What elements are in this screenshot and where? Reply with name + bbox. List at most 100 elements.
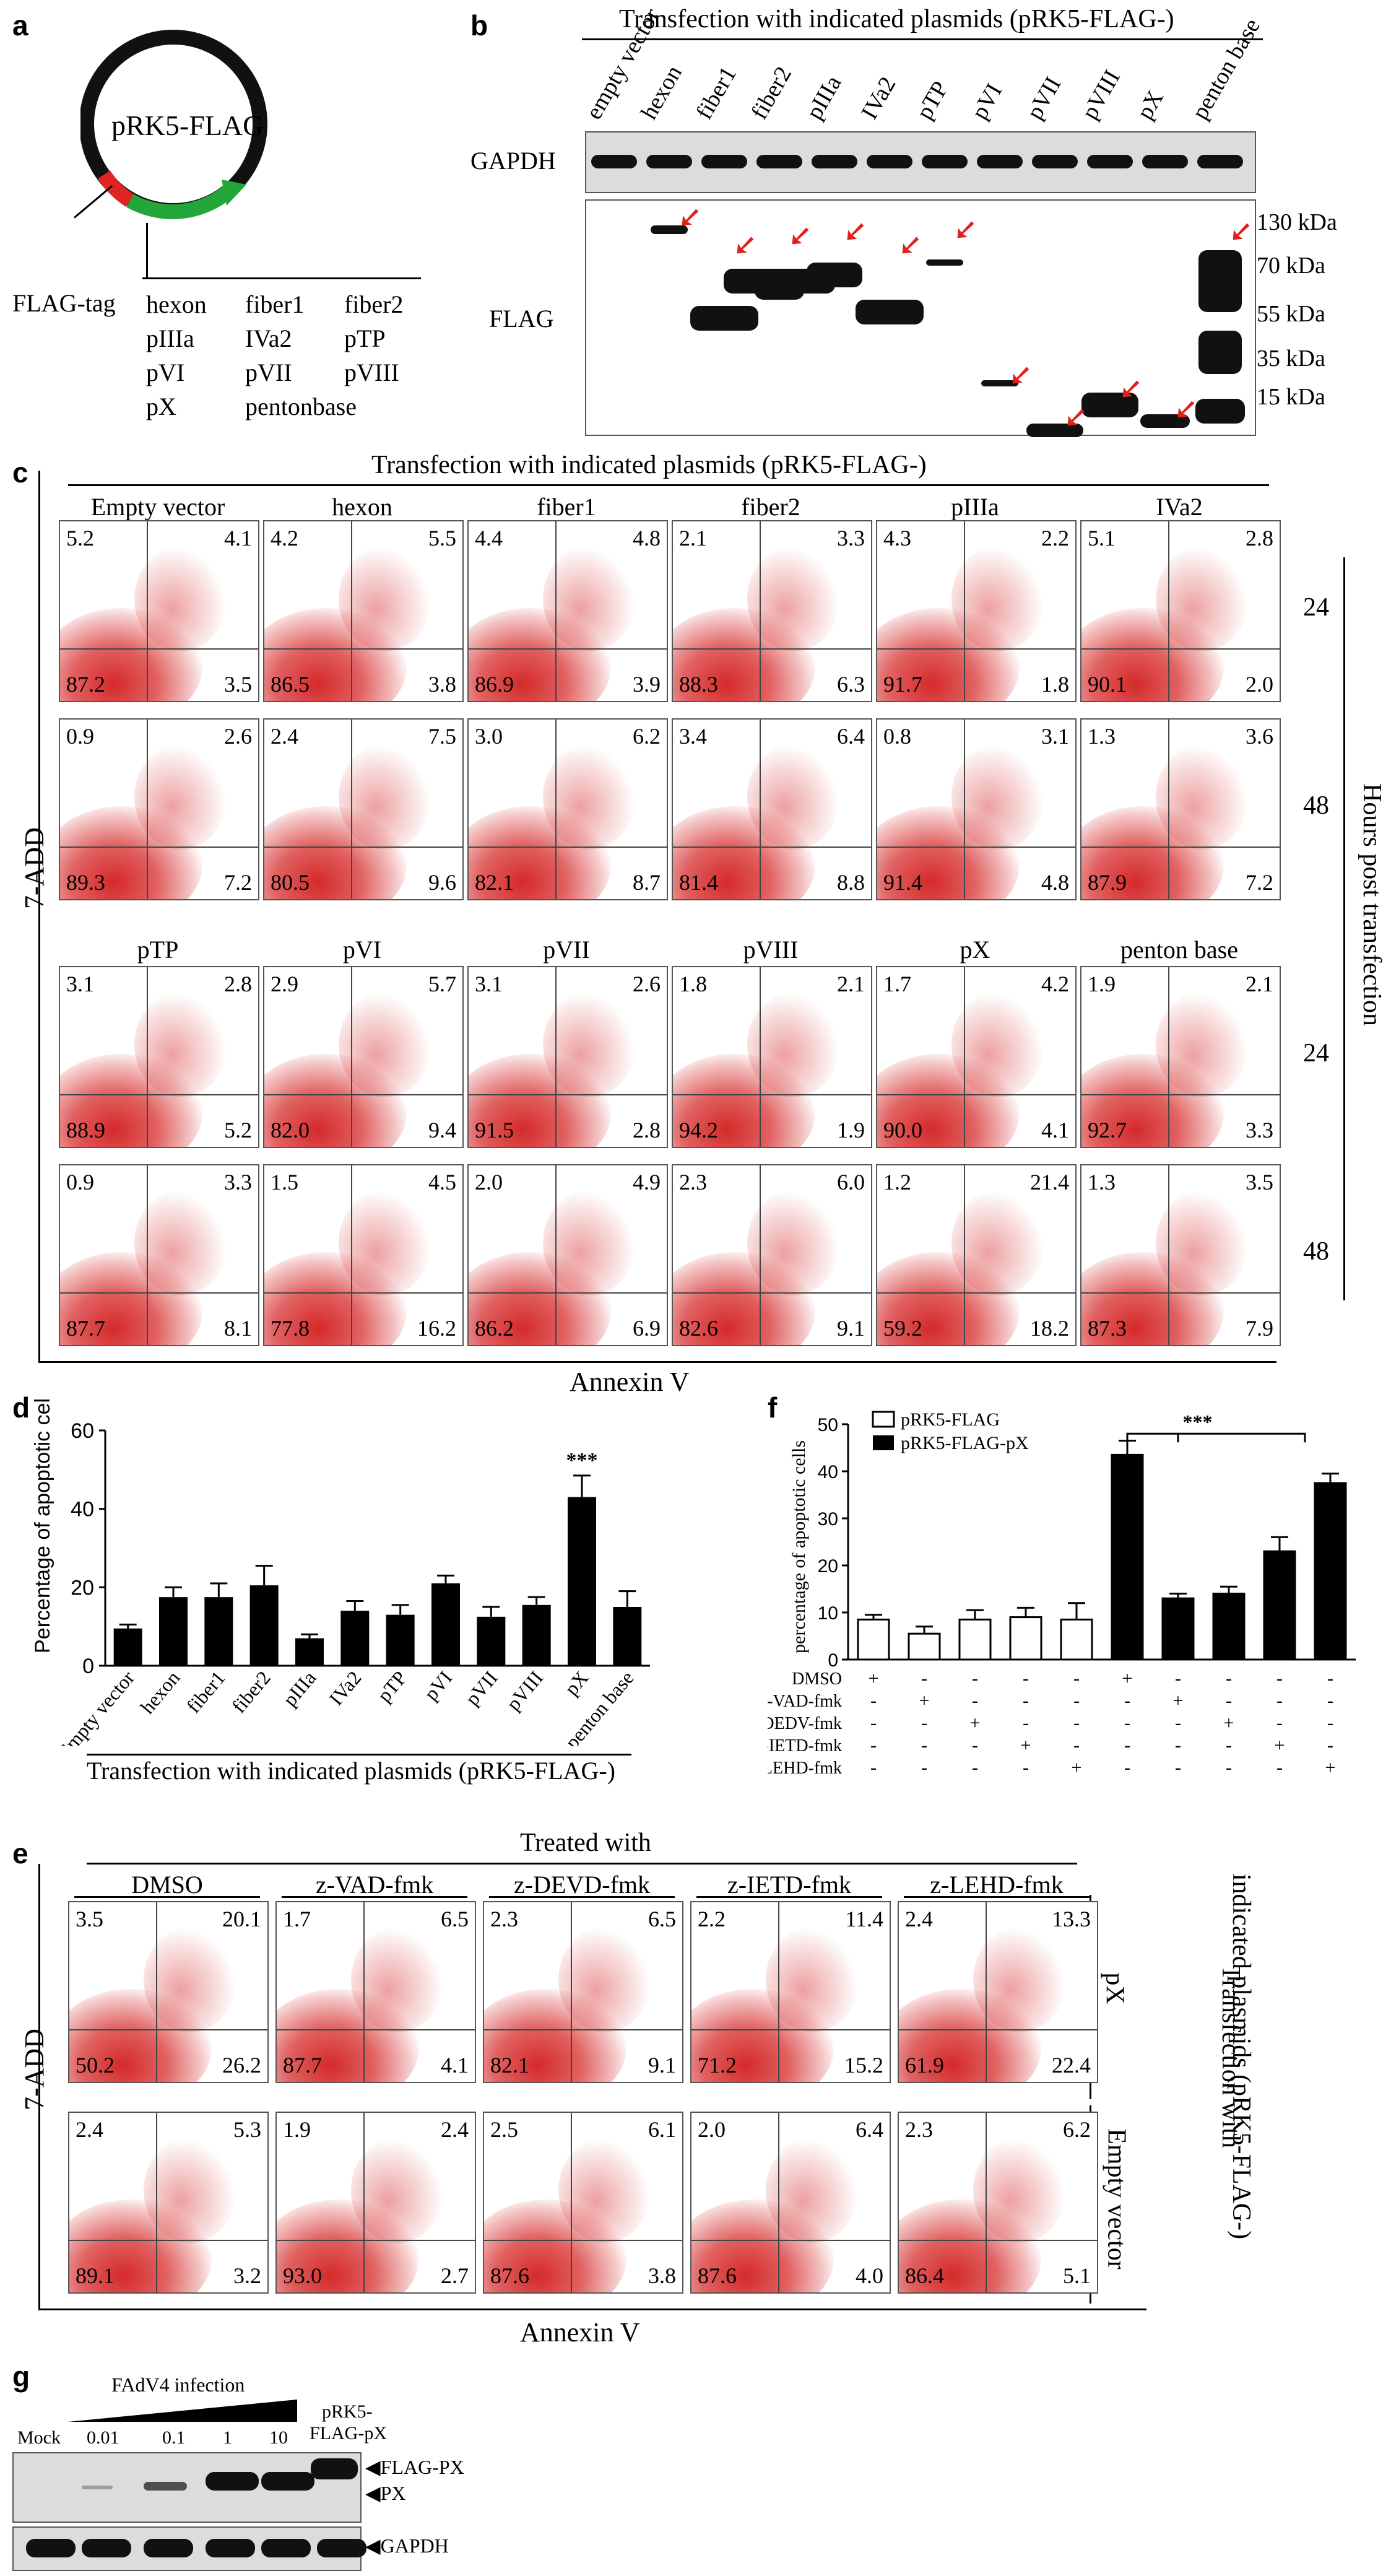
treatment-mark: - bbox=[1124, 1690, 1130, 1711]
chart-f-bar bbox=[958, 1618, 992, 1661]
flag-band bbox=[651, 225, 688, 234]
band-label-flag-px: ◀FLAG-PX bbox=[365, 2457, 464, 2477]
cell-cloud-upper bbox=[351, 2138, 444, 2243]
treatment-mark: - bbox=[1124, 1757, 1130, 1778]
quadrant-value: 6.5 bbox=[441, 1907, 469, 1931]
cell-cloud-upper bbox=[973, 2138, 1066, 2243]
quadrant-value: 5.1 bbox=[1063, 2263, 1091, 2288]
gate-vertical bbox=[351, 521, 352, 701]
quadrant-value: 2.4 bbox=[76, 2117, 103, 2142]
plasmid-map bbox=[80, 30, 267, 219]
quadrant-value: 3.8 bbox=[428, 672, 456, 697]
gate-vertical bbox=[156, 1902, 157, 2082]
chart-d-category-label: IVa2 bbox=[324, 1666, 365, 1709]
quadrant-value: 9.1 bbox=[837, 1316, 865, 1341]
panel-b-title: Transfection with indicated plasmids (pR… bbox=[619, 5, 1174, 33]
quadrant-value: 4.5 bbox=[428, 1170, 456, 1194]
quadrant-value: 82.6 bbox=[679, 1316, 718, 1341]
marker-55: 55 kDa bbox=[1257, 301, 1325, 327]
quadrant-value: 91.4 bbox=[883, 870, 922, 895]
chart-d-ytick-label: 20 bbox=[71, 1576, 94, 1599]
quadrant-value: 92.7 bbox=[1088, 1118, 1127, 1142]
gapdh-band-g bbox=[317, 2539, 366, 2557]
treatment-mark: + bbox=[919, 1690, 930, 1711]
quadrant-value: 61.9 bbox=[905, 2053, 944, 2078]
treatment-mark: - bbox=[1175, 1757, 1181, 1778]
lane-label-b: IVa2 bbox=[856, 72, 901, 124]
band-arrow-icon: ➘ bbox=[677, 200, 703, 235]
chart-d-bar bbox=[159, 1597, 188, 1666]
band-label-px: ◀PX bbox=[365, 2483, 406, 2503]
legend-label: pRK5-FLAG bbox=[901, 1409, 1000, 1430]
band-arrow-icon: ➘ bbox=[1173, 392, 1198, 427]
quadrant-value: 2.1 bbox=[837, 972, 865, 996]
gate-horizontal bbox=[277, 2240, 475, 2241]
gapdh-band bbox=[812, 155, 857, 168]
quadrant-value: 2.2 bbox=[1041, 526, 1069, 550]
quadrant-value: 8.7 bbox=[633, 870, 661, 895]
gapdh-band bbox=[756, 155, 802, 168]
gate-vertical bbox=[147, 521, 148, 701]
gate-vertical bbox=[571, 1902, 572, 2082]
gene-item: pTP bbox=[344, 324, 386, 352]
cell-cloud-upper bbox=[1156, 992, 1249, 1097]
chart-d-bar bbox=[340, 1611, 370, 1666]
panel-c-x-axis-line bbox=[38, 1361, 1276, 1363]
quadrant-value: 87.6 bbox=[490, 2263, 529, 2288]
chart-f-bar bbox=[908, 1632, 941, 1661]
chart-d-xlabel: Transfection with indicated plasmids (pR… bbox=[87, 1757, 615, 1785]
gate-vertical bbox=[778, 2113, 779, 2292]
quadrant-value: 5.7 bbox=[428, 972, 456, 996]
panel-e-x-axis: Annexin V bbox=[520, 2317, 640, 2348]
treatment-mark: - bbox=[870, 1690, 877, 1711]
quadrant-value: 50.2 bbox=[76, 2053, 115, 2078]
lane-label-b: fiber2 bbox=[746, 62, 797, 124]
quadrant-value: 89.1 bbox=[76, 2263, 115, 2288]
treatment-mark: - bbox=[921, 1757, 927, 1778]
treatment-title-rule bbox=[74, 1896, 260, 1898]
band-arrow-icon: ➘ bbox=[787, 219, 813, 253]
gate-horizontal bbox=[877, 648, 1075, 650]
quadrant-value: 94.2 bbox=[679, 1118, 718, 1142]
treatment-mark: - bbox=[1023, 1713, 1029, 1733]
quadrant-value: 4.0 bbox=[856, 2263, 883, 2288]
gate-horizontal bbox=[469, 648, 667, 650]
arrow-flag-px-icon: ◀ bbox=[365, 2456, 381, 2478]
cell-cloud-upper bbox=[339, 1190, 431, 1295]
flow-plot: 2.0 6.4 87.6 4.0 bbox=[690, 2112, 891, 2294]
quadrant-value: 87.2 bbox=[66, 672, 105, 697]
quadrant-value: 26.2 bbox=[222, 2053, 261, 2078]
treatment-title-rule bbox=[489, 1896, 675, 1898]
chart-d-bar bbox=[568, 1497, 596, 1666]
quadrant-value: 3.1 bbox=[1041, 724, 1069, 749]
gate-vertical bbox=[555, 1165, 557, 1345]
treatment-title-rule bbox=[904, 1896, 1090, 1898]
quadrant-value: 6.2 bbox=[1063, 2117, 1091, 2142]
panel-e-x-axis-line bbox=[38, 2308, 1146, 2310]
flag-band bbox=[1198, 331, 1242, 374]
gene-item: pVIII bbox=[344, 359, 399, 386]
quadrant-value: 2.0 bbox=[698, 2117, 726, 2142]
lane-g-10: 10 bbox=[269, 2427, 288, 2448]
gene-item: fiber1 bbox=[245, 290, 305, 318]
treatment-mark: - bbox=[972, 1735, 978, 1756]
cell-cloud-upper bbox=[747, 546, 840, 651]
flag-band bbox=[1140, 414, 1190, 428]
treatment-name: z-VAD-fmk bbox=[768, 1692, 842, 1711]
quadrant-value: 81.4 bbox=[679, 870, 718, 895]
treatment-mark: - bbox=[870, 1713, 877, 1733]
gate-vertical bbox=[1168, 521, 1169, 701]
cell-cloud-upper bbox=[351, 1927, 444, 2032]
gate-horizontal bbox=[469, 1292, 667, 1294]
treatment-mark: - bbox=[870, 1735, 877, 1756]
px-band bbox=[206, 2472, 259, 2491]
chart-d-category-label: hexon bbox=[136, 1666, 184, 1718]
flag-band bbox=[1195, 399, 1245, 424]
band-arrow-icon: ➘ bbox=[1118, 372, 1143, 406]
quadrant-value: 90.0 bbox=[883, 1118, 922, 1142]
legend-swatch-open bbox=[872, 1411, 895, 1428]
quadrant-value: 18.2 bbox=[1030, 1316, 1069, 1341]
treatment-title: z-DEVD-fmk bbox=[514, 1871, 650, 1899]
cell-cloud-upper bbox=[144, 1927, 236, 2032]
flow-plot: 2.4 5.3 89.1 3.2 bbox=[68, 2112, 269, 2294]
